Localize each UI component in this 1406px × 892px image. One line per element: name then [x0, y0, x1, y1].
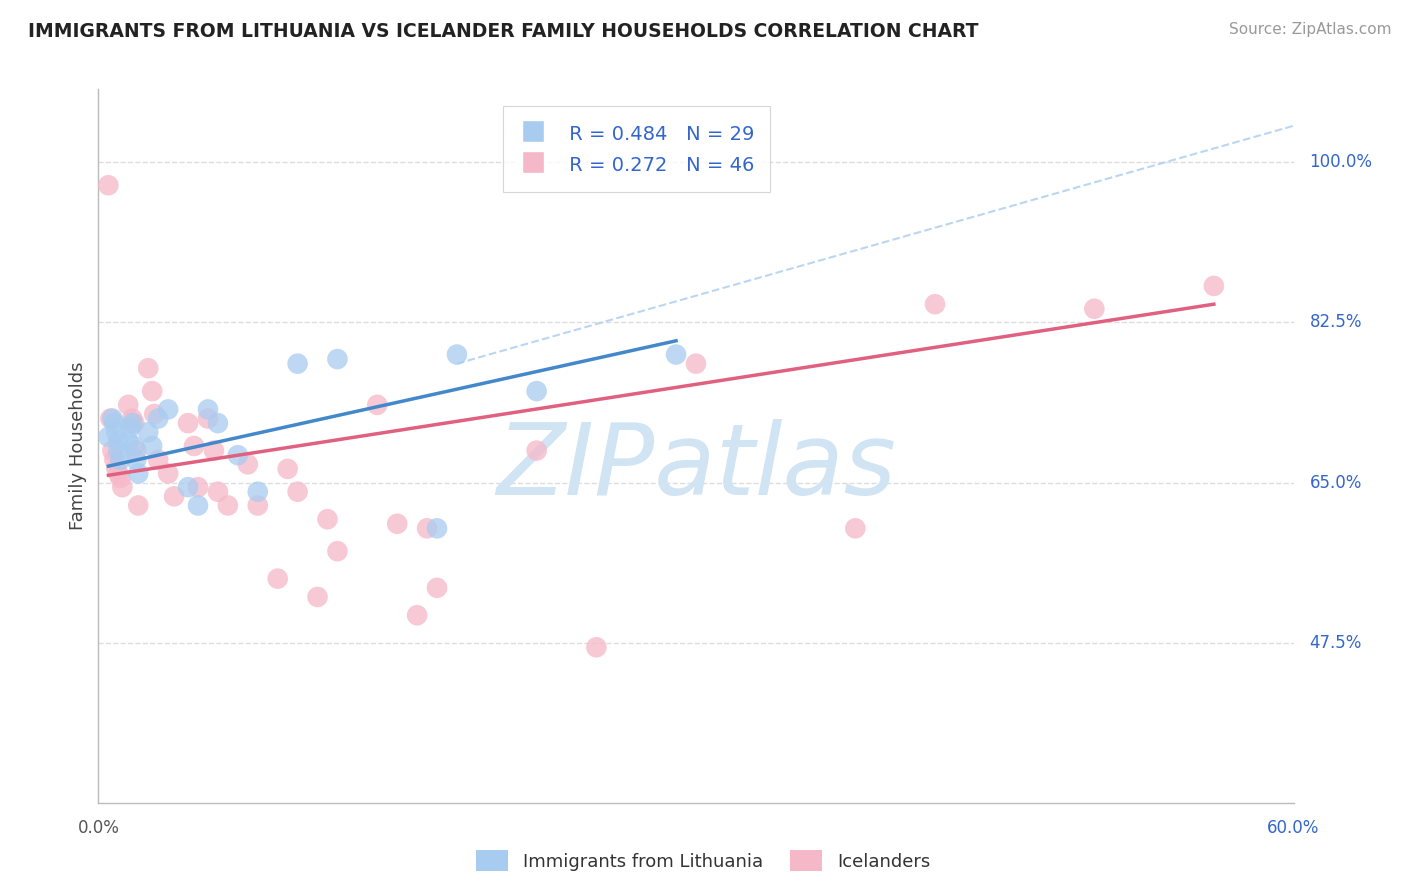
Legend:  R = 0.484   N = 29,  R = 0.272   N = 46: R = 0.484 N = 29, R = 0.272 N = 46 [502, 106, 769, 193]
Point [326, 352, 349, 367]
Point [107, 434, 129, 449]
Point [287, 357, 309, 371]
Point [202, 443, 225, 458]
Point [121, 416, 143, 430]
Point [526, 384, 548, 398]
Point [1202, 279, 1225, 293]
Point [177, 416, 200, 430]
Point [446, 347, 468, 361]
Text: 100.0%: 100.0% [1309, 153, 1372, 171]
Point [110, 471, 132, 485]
Point [97, 178, 120, 193]
Point [136, 361, 159, 376]
Point [277, 462, 299, 476]
Point [416, 521, 439, 535]
Point [111, 480, 134, 494]
Point [226, 448, 249, 462]
Y-axis label: Family Households: Family Households [69, 362, 87, 530]
Point [127, 467, 149, 481]
Point [246, 499, 269, 513]
Point [187, 480, 209, 494]
Point [117, 434, 139, 449]
Point [103, 416, 125, 430]
Point [177, 480, 200, 494]
Point [246, 484, 269, 499]
Point [426, 581, 449, 595]
Point [157, 402, 180, 417]
Text: 47.5%: 47.5% [1309, 633, 1362, 652]
Point [141, 384, 163, 398]
Point [385, 516, 409, 531]
Point [197, 411, 219, 425]
Point [124, 416, 146, 430]
Point [124, 439, 146, 453]
Point [287, 484, 309, 499]
Text: 0.0%: 0.0% [77, 819, 120, 838]
Point [107, 467, 129, 481]
Point [187, 499, 209, 513]
Point [101, 443, 124, 458]
Point [366, 398, 388, 412]
Point [143, 407, 166, 421]
Point [665, 347, 688, 361]
Point [526, 443, 548, 458]
Point [125, 452, 148, 467]
Point [120, 420, 142, 434]
Point [924, 297, 946, 311]
Point [585, 640, 607, 655]
Point [107, 443, 129, 458]
Point [110, 452, 132, 467]
Point [136, 425, 159, 440]
Point [103, 452, 125, 467]
Point [685, 357, 707, 371]
Text: 60.0%: 60.0% [1267, 819, 1320, 838]
Point [105, 462, 128, 476]
Point [207, 416, 229, 430]
Text: ZIPatlas: ZIPatlas [496, 419, 896, 516]
Point [307, 590, 329, 604]
Point [844, 521, 866, 535]
Point [117, 398, 139, 412]
Point [101, 411, 124, 425]
Text: 65.0%: 65.0% [1309, 474, 1362, 491]
Point [148, 411, 170, 425]
Point [236, 458, 259, 472]
Point [197, 402, 219, 417]
Point [406, 608, 429, 623]
Point [98, 411, 122, 425]
Text: IMMIGRANTS FROM LITHUANIA VS ICELANDER FAMILY HOUSEHOLDS CORRELATION CHART: IMMIGRANTS FROM LITHUANIA VS ICELANDER F… [28, 22, 979, 41]
Point [183, 439, 205, 453]
Point [121, 411, 143, 425]
Point [141, 439, 163, 453]
Point [326, 544, 349, 558]
Point [207, 484, 229, 499]
Point [1083, 301, 1105, 316]
Point [217, 499, 239, 513]
Point [127, 499, 149, 513]
Point [125, 443, 148, 458]
Text: 82.5%: 82.5% [1309, 313, 1362, 332]
Point [157, 467, 180, 481]
Point [267, 572, 290, 586]
Legend: Immigrants from Lithuania, Icelanders: Immigrants from Lithuania, Icelanders [468, 843, 938, 879]
Point [426, 521, 449, 535]
Point [316, 512, 339, 526]
Point [148, 452, 170, 467]
Text: Source: ZipAtlas.com: Source: ZipAtlas.com [1229, 22, 1392, 37]
Point [97, 430, 120, 444]
Point [163, 489, 186, 503]
Point [105, 425, 128, 440]
